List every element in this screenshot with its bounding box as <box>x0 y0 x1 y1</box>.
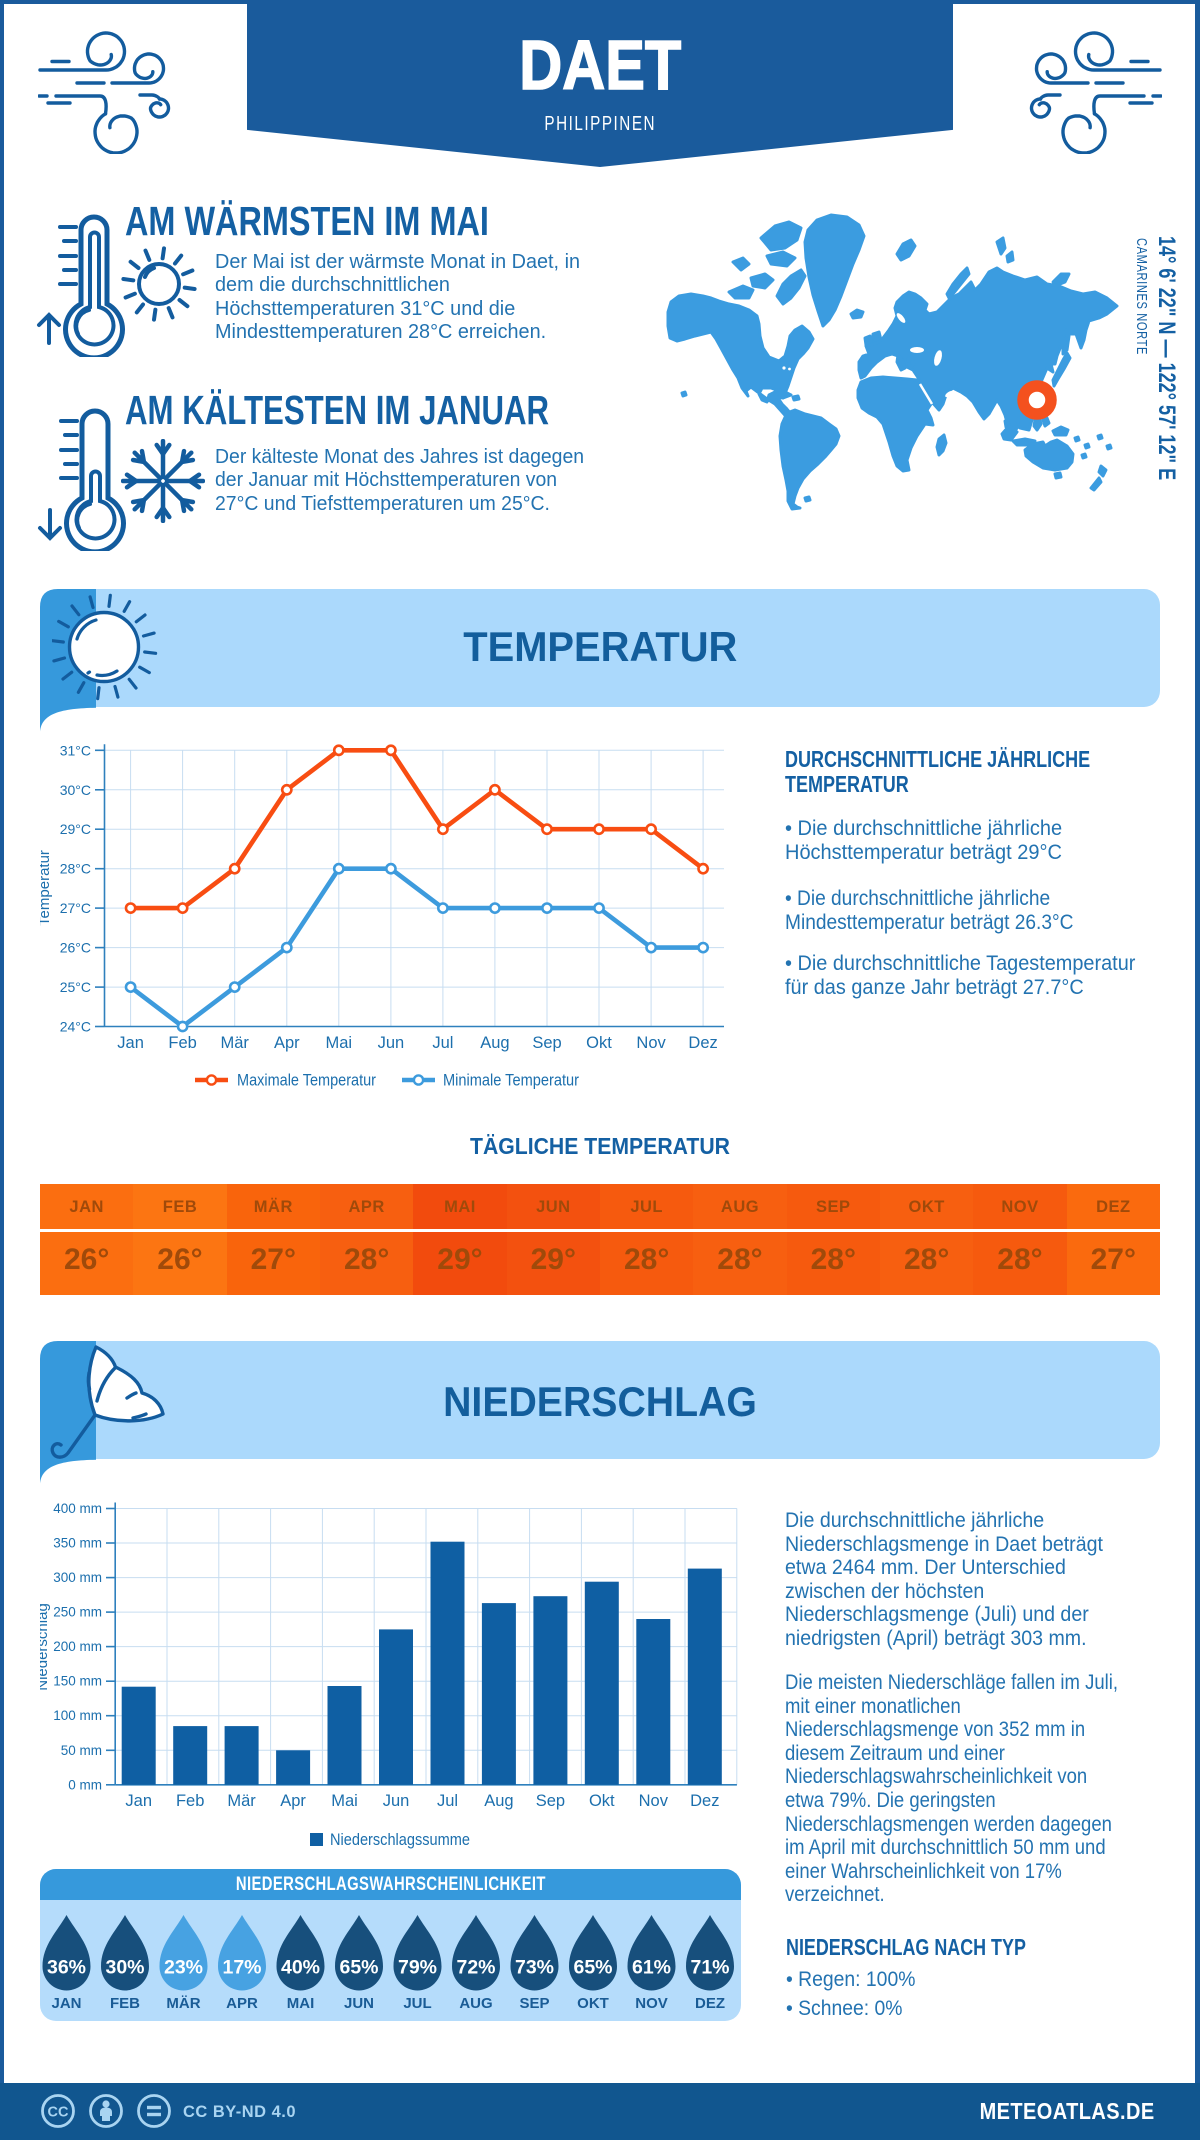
svg-text:MÄR: MÄR <box>166 1995 200 2012</box>
svg-text:Maximale Temperatur: Maximale Temperatur <box>237 1072 376 1090</box>
svg-text:Nov: Nov <box>636 1034 666 1052</box>
svg-text:Jan: Jan <box>117 1034 144 1052</box>
svg-text:NOV: NOV <box>635 1995 668 2012</box>
svg-text:61%: 61% <box>632 1957 671 1979</box>
svg-text:300 mm: 300 mm <box>53 1570 102 1585</box>
svg-text:50 mm: 50 mm <box>61 1743 102 1758</box>
svg-text:Dez: Dez <box>690 1792 719 1810</box>
svg-text:SEP: SEP <box>519 1995 549 2012</box>
svg-text:100 mm: 100 mm <box>53 1708 102 1723</box>
svg-text:72%: 72% <box>456 1957 495 1979</box>
svg-text:Apr: Apr <box>274 1034 300 1052</box>
svg-text:Aug: Aug <box>480 1034 509 1052</box>
svg-text:Jul: Jul <box>432 1034 453 1052</box>
svg-text:Jun: Jun <box>383 1792 410 1810</box>
svg-text:31°C: 31°C <box>60 742 91 758</box>
svg-text:27°C: 27°C <box>60 900 91 916</box>
svg-text:Mär: Mär <box>220 1034 249 1052</box>
svg-text:65%: 65% <box>573 1957 612 1979</box>
svg-text:36%: 36% <box>47 1957 86 1979</box>
svg-text:65%: 65% <box>339 1957 378 1979</box>
svg-text:Niederschlagssumme: Niederschlagssumme <box>330 1831 470 1849</box>
svg-text:JUL: JUL <box>403 1995 431 2012</box>
svg-text:MAI: MAI <box>287 1995 315 2012</box>
svg-text:25°C: 25°C <box>60 979 91 995</box>
svg-text:JUN: JUN <box>344 1995 374 2012</box>
svg-text:Minimale Temperatur: Minimale Temperatur <box>443 1072 579 1090</box>
svg-text:40%: 40% <box>281 1957 320 1979</box>
svg-text:Mai: Mai <box>331 1792 358 1810</box>
svg-text:30%: 30% <box>105 1957 144 1979</box>
svg-text:Mär: Mär <box>227 1792 256 1810</box>
svg-text:Sep: Sep <box>536 1792 565 1810</box>
svg-text:CC: CC <box>48 2105 69 2121</box>
svg-text:Feb: Feb <box>176 1792 204 1810</box>
svg-text:Okt: Okt <box>589 1792 615 1810</box>
svg-text:29°C: 29°C <box>60 821 91 837</box>
svg-text:28°C: 28°C <box>60 861 91 877</box>
svg-text:71%: 71% <box>690 1957 729 1979</box>
svg-text:79%: 79% <box>398 1957 437 1979</box>
svg-text:24°C: 24°C <box>60 1019 91 1035</box>
svg-text:Okt: Okt <box>586 1034 612 1052</box>
svg-text:Apr: Apr <box>280 1792 306 1810</box>
svg-text:400 mm: 400 mm <box>53 1501 102 1516</box>
svg-text:23%: 23% <box>164 1957 203 1979</box>
svg-text:JAN: JAN <box>51 1995 81 2012</box>
svg-text:350 mm: 350 mm <box>53 1536 102 1551</box>
svg-text:Feb: Feb <box>168 1034 196 1052</box>
svg-text:200 mm: 200 mm <box>53 1639 102 1654</box>
svg-text:Nov: Nov <box>639 1792 669 1810</box>
svg-text:Temperatur: Temperatur <box>40 850 53 926</box>
svg-text:Mai: Mai <box>326 1034 353 1052</box>
svg-text:150 mm: 150 mm <box>53 1674 102 1689</box>
svg-text:73%: 73% <box>515 1957 554 1979</box>
svg-text:CC BY-ND 4.0: CC BY-ND 4.0 <box>183 2103 296 2121</box>
svg-text:Jan: Jan <box>125 1792 152 1810</box>
svg-text:AUG: AUG <box>459 1995 492 2012</box>
svg-text:26°C: 26°C <box>60 940 91 956</box>
svg-text:OKT: OKT <box>577 1995 609 2012</box>
svg-text:30°C: 30°C <box>60 782 91 798</box>
svg-text:FEB: FEB <box>110 1995 140 2012</box>
svg-text:Dez: Dez <box>688 1034 717 1052</box>
svg-text:Jun: Jun <box>378 1034 405 1052</box>
svg-text:Aug: Aug <box>484 1792 513 1810</box>
svg-text:Sep: Sep <box>532 1034 561 1052</box>
svg-text:250 mm: 250 mm <box>53 1605 102 1620</box>
svg-text:0 mm: 0 mm <box>68 1777 102 1792</box>
svg-text:DEZ: DEZ <box>695 1995 725 2012</box>
svg-text:Jul: Jul <box>437 1792 458 1810</box>
svg-text:Niederschlag: Niederschlag <box>40 1603 51 1691</box>
svg-text:17%: 17% <box>222 1957 261 1979</box>
svg-text:APR: APR <box>226 1995 258 2012</box>
